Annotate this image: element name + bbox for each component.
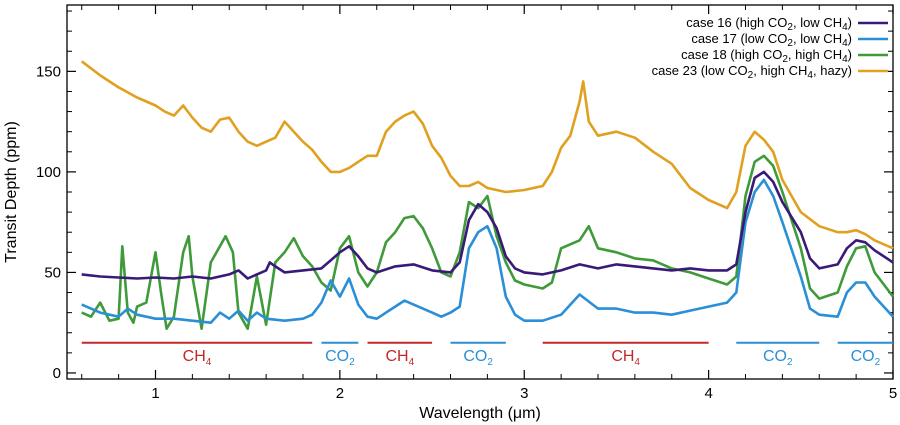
absorption-bands: CH4 CO2 CH4 CO2 CH4 CO2 CO2 xyxy=(81,341,893,368)
band-label: CO2 xyxy=(463,348,493,368)
x-tick-label: 2 xyxy=(336,385,344,402)
y-axis-title: Transit Depth (ppm) xyxy=(3,121,20,263)
band-label: CH4 xyxy=(611,348,640,368)
legend: case 16 (high CO2, low CH4)case 17 (low … xyxy=(652,15,888,81)
band-label: CO2 xyxy=(325,348,355,368)
legend-label: case 23 (low CO2, high CH4, hazy) xyxy=(652,63,852,81)
y-tick-label: 50 xyxy=(44,264,61,281)
legend-label: case 18 (high CO2, high CH4) xyxy=(681,47,852,65)
band-label: CO2 xyxy=(763,348,793,368)
x-tick-label: 3 xyxy=(520,385,528,402)
series-line-case-23 xyxy=(80,60,894,250)
series-line-case-17 xyxy=(81,178,894,324)
x-tick-label: 4 xyxy=(704,385,712,402)
series-lines xyxy=(80,60,895,330)
x-tick-label: 5 xyxy=(889,385,897,402)
y-tick-label: 150 xyxy=(36,63,61,80)
legend-label: case 17 (low CO2, low CH4) xyxy=(691,31,852,49)
band-label: CO2 xyxy=(851,348,881,368)
series-line-case-16 xyxy=(81,170,894,280)
band-label: CH4 xyxy=(385,348,414,368)
band-label: CH4 xyxy=(183,348,212,368)
legend-label: case 16 (high CO2, low CH4) xyxy=(686,15,852,33)
x-tick-label: 1 xyxy=(151,385,159,402)
y-tick-label: 100 xyxy=(36,164,61,181)
x-axis-title: Wavelength (μm) xyxy=(419,405,541,422)
y-tick-label: 0 xyxy=(53,365,61,382)
